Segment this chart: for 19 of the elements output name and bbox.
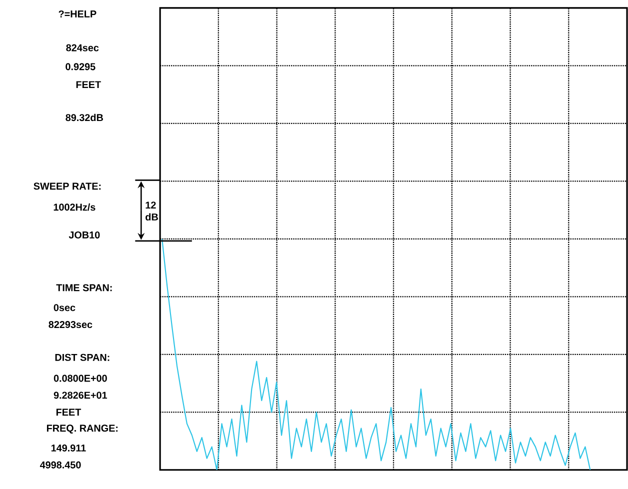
text: FEET bbox=[76, 81, 101, 88]
text: ?=HELP bbox=[58, 10, 96, 18]
text: FREQ. RANGE: bbox=[46, 424, 118, 434]
text: 149.911 bbox=[51, 444, 86, 452]
text: 9.2826E+01 bbox=[54, 392, 108, 399]
text: TIME SPAN: bbox=[56, 284, 112, 292]
text: 0.9295 bbox=[66, 63, 96, 70]
text: 1002Hz/s bbox=[54, 203, 96, 211]
text: 0.0800E+00 bbox=[54, 374, 107, 382]
text: 824sec bbox=[66, 44, 99, 52]
text: 12 dB bbox=[146, 202, 158, 221]
text: FEET bbox=[56, 408, 82, 416]
text: 82293sec bbox=[48, 321, 92, 328]
text: 89.32dB bbox=[66, 114, 103, 122]
text: 4998.450 bbox=[40, 462, 81, 469]
text: 0sec bbox=[54, 304, 76, 312]
text: JOB10 bbox=[68, 232, 100, 239]
text: DIST SPAN: bbox=[55, 354, 110, 361]
text: SWEEP RATE: bbox=[34, 182, 101, 190]
